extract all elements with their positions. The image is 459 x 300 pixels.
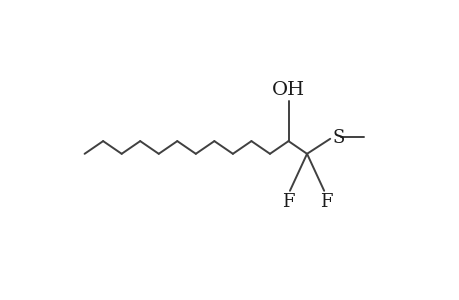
Text: S: S <box>332 129 344 147</box>
Text: F: F <box>281 193 294 211</box>
Text: OH: OH <box>271 81 304 99</box>
Text: F: F <box>319 193 331 211</box>
